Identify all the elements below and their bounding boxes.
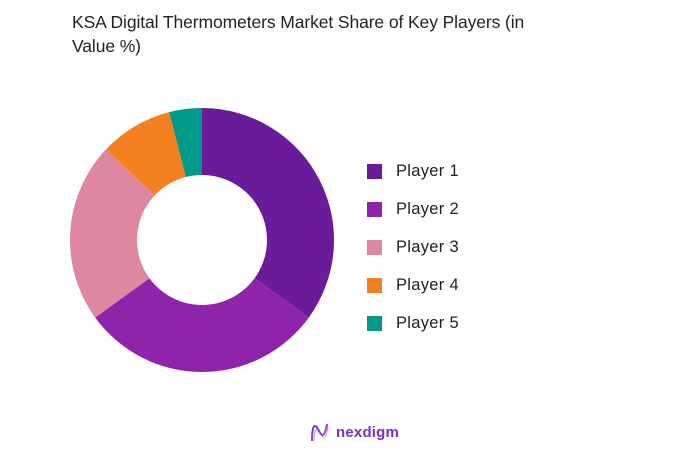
chart-legend: Player 1 Player 2 Player 3 Player 4 Play… (367, 152, 459, 342)
legend-swatch-icon (367, 163, 382, 179)
legend-label: Player 3 (396, 237, 459, 256)
legend-swatch-icon (367, 277, 382, 293)
legend-label: Player 2 (396, 199, 459, 218)
legend-label: Player 4 (396, 275, 459, 294)
legend-label: Player 5 (396, 313, 459, 332)
donut-slice-player-5[interactable] (169, 108, 202, 178)
legend-label: Player 1 (396, 161, 459, 180)
legend-item-player-3[interactable]: Player 3 (367, 228, 459, 266)
legend-item-player-4[interactable]: Player 4 (367, 266, 459, 304)
legend-item-player-5[interactable]: Player 5 (367, 304, 459, 342)
legend-swatch-icon (367, 315, 382, 331)
donut-slice-player-3[interactable] (69, 149, 155, 318)
chart-title-line-2: Value %) (72, 36, 141, 56)
donut-slice-player-1[interactable] (202, 108, 334, 318)
legend-item-player-1[interactable]: Player 1 (367, 152, 459, 190)
legend-swatch-icon (367, 201, 382, 217)
nexdigm-logo: nexdigm (310, 421, 399, 443)
chart-title-line-1: KSA Digital Thermometers Market Share of… (72, 12, 525, 32)
donut-slice-player-4[interactable] (105, 112, 186, 196)
legend-item-player-2[interactable]: Player 2 (367, 190, 459, 228)
logo-text: nexdigm (336, 423, 400, 441)
chart-title: KSA Digital Thermometers Market Share of… (72, 10, 632, 58)
legend-swatch-icon (367, 239, 382, 255)
donut-slice-player-2[interactable] (95, 278, 309, 372)
nexdigm-wave-icon (311, 423, 329, 442)
